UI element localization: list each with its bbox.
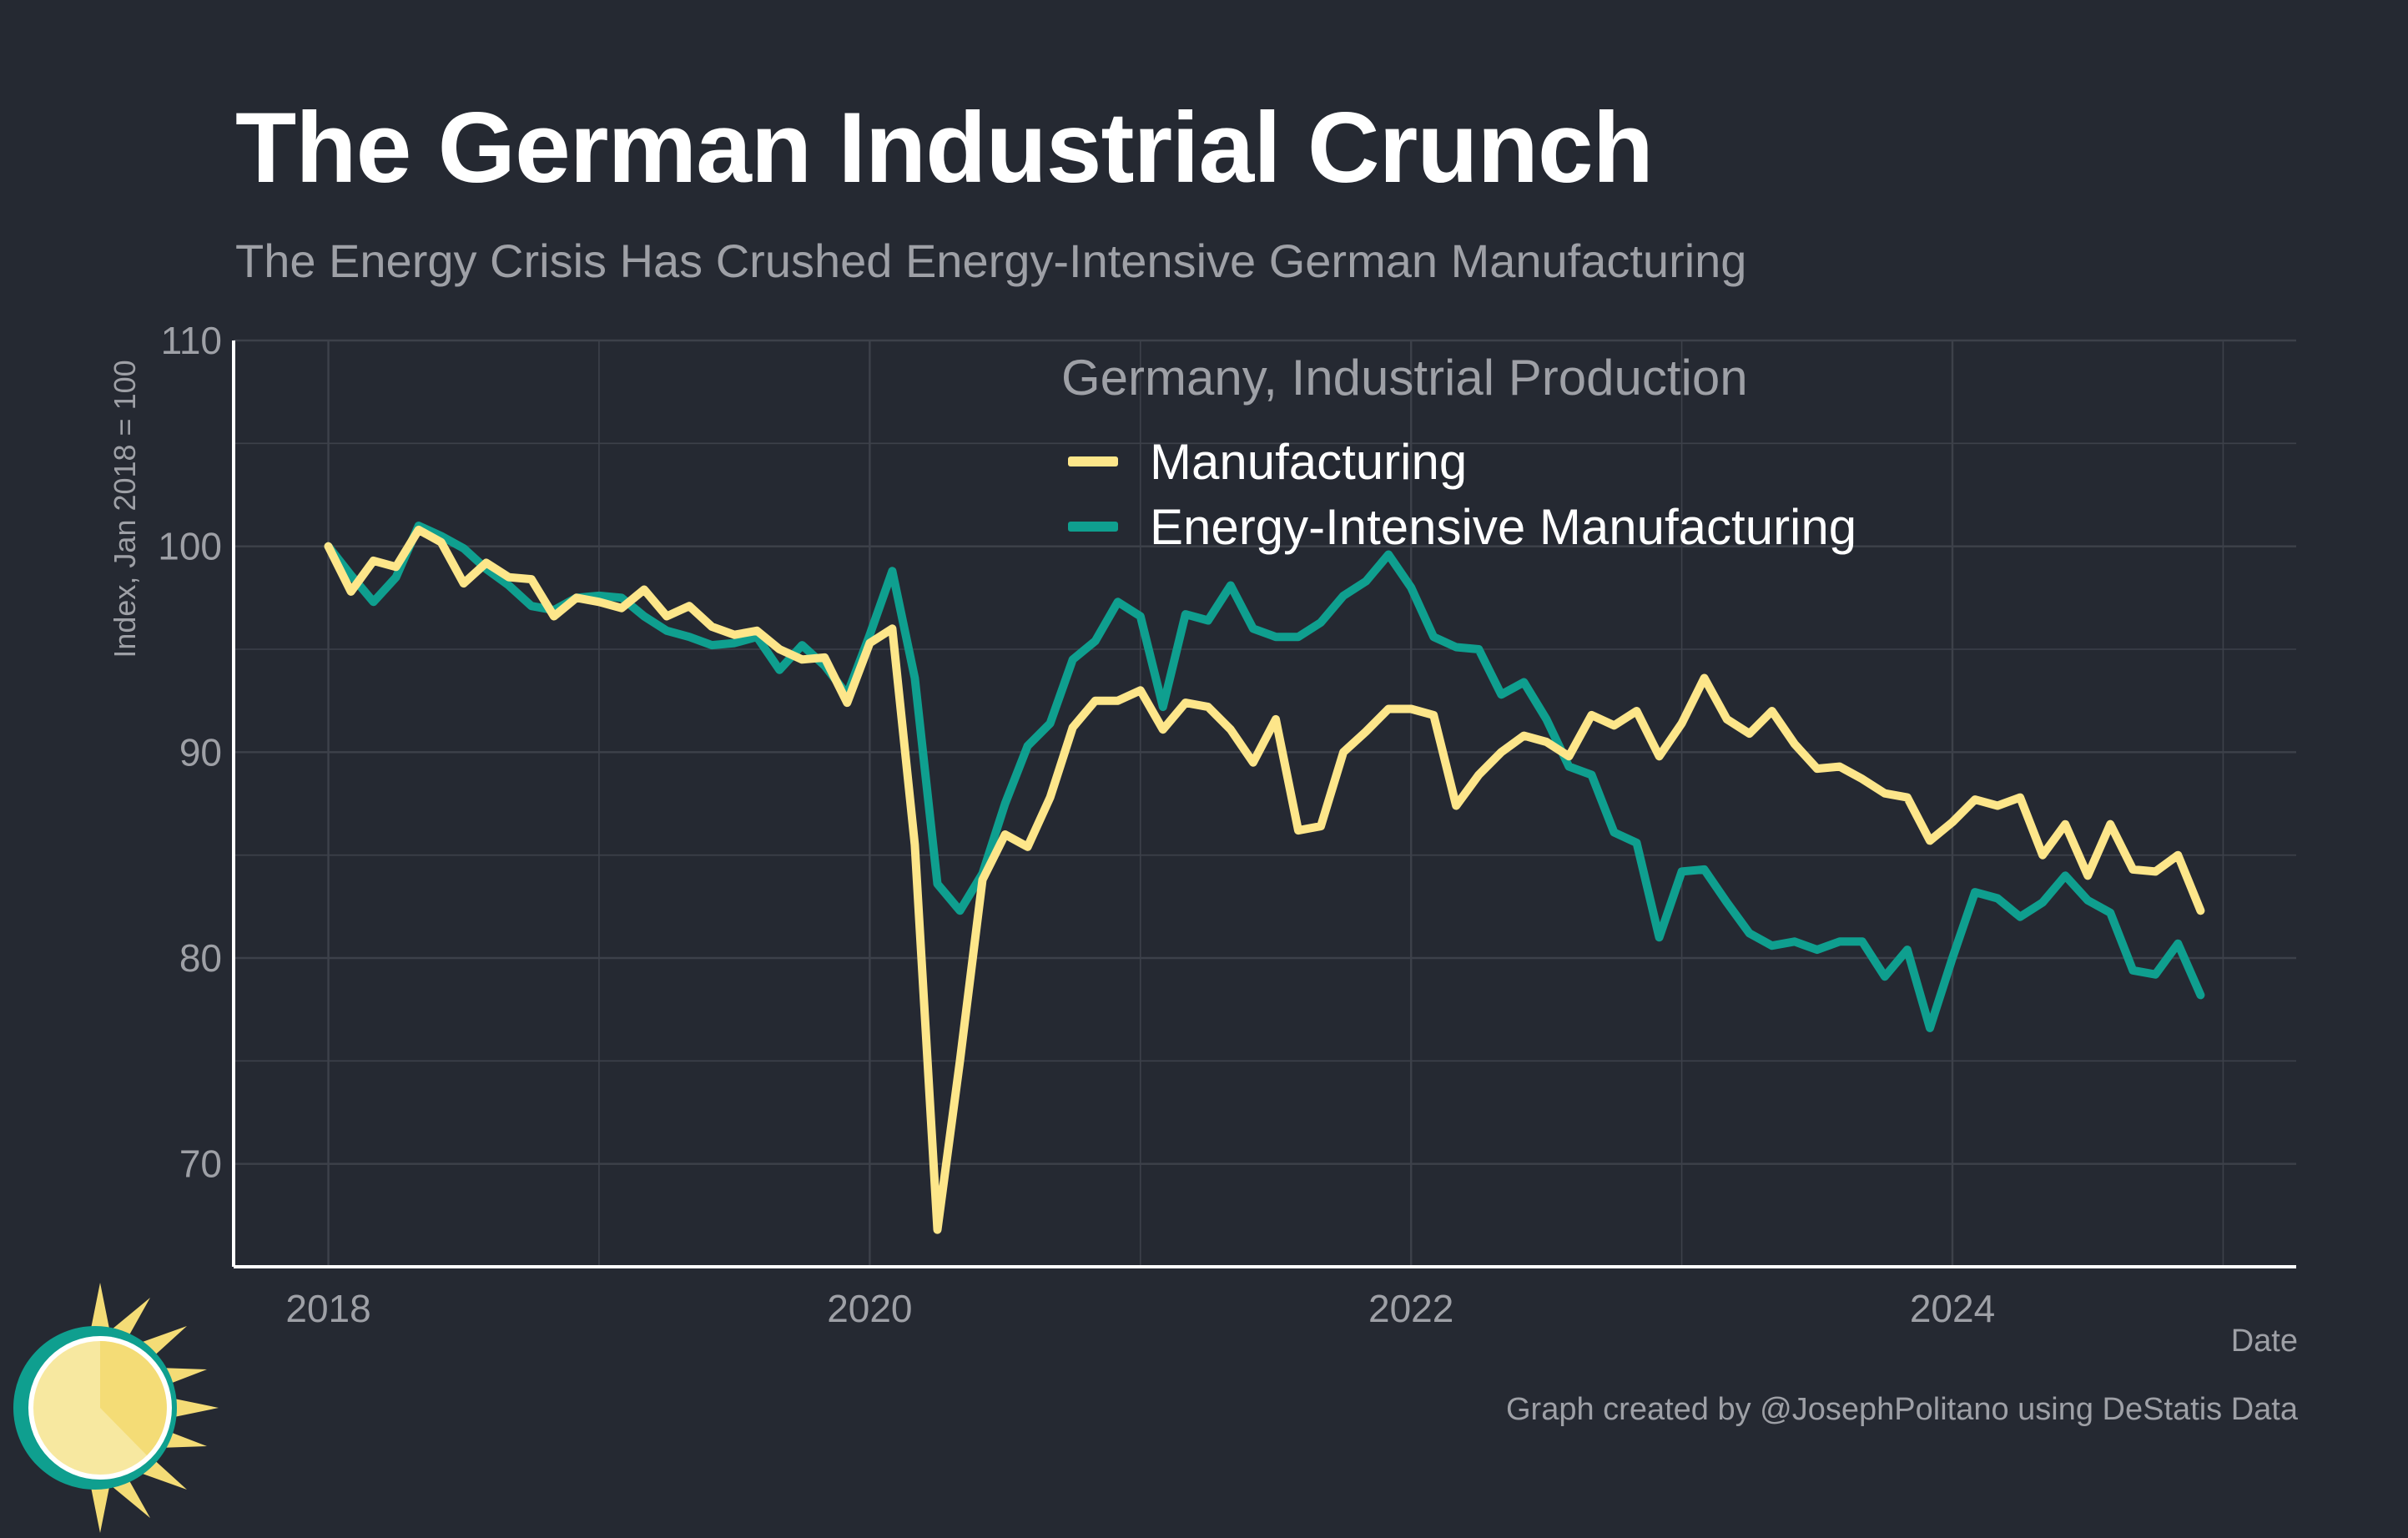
series-line-manufacturing — [324, 525, 2205, 1234]
y-tick-label: 70 — [179, 1142, 222, 1186]
legend-label-manufacturing: Manufacturing — [1150, 433, 1468, 490]
legend-swatch-energy-intensive — [1068, 522, 1118, 532]
y-tick-label: 80 — [179, 936, 222, 980]
x-tick-label: 2022 — [1368, 1287, 1453, 1330]
legend-title: Germany, Industrial Production — [1061, 350, 1748, 406]
x-tick-label: 2024 — [1910, 1287, 1995, 1330]
legend-label-energy-intensive: Energy-Intensive Manufacturing — [1150, 498, 1857, 555]
y-tick-label: 110 — [161, 319, 222, 362]
chart-title: The German Industrial Crunch — [235, 92, 1654, 204]
x-tick-label: 2020 — [827, 1287, 912, 1330]
chart-subtitle: The Energy Crisis Has Crushed Energy-Int… — [235, 234, 1747, 287]
legend-item-manufacturing: Manufacturing — [1068, 432, 1467, 491]
sun-logo-icon — [13, 1283, 219, 1533]
legend-swatch-manufacturing — [1068, 456, 1118, 466]
y-tick-label: 90 — [179, 730, 222, 774]
y-tick-label: 100 — [158, 525, 222, 568]
x-axis-label: Date — [2230, 1324, 2298, 1359]
legend-item-energy-intensive: Energy-Intensive Manufacturing — [1068, 497, 1856, 556]
x-tick-label: 2018 — [285, 1287, 370, 1330]
series-line-energy-intensive — [324, 522, 2205, 1032]
source-credit: Graph created by @JosephPolitano using D… — [1506, 1392, 2298, 1427]
